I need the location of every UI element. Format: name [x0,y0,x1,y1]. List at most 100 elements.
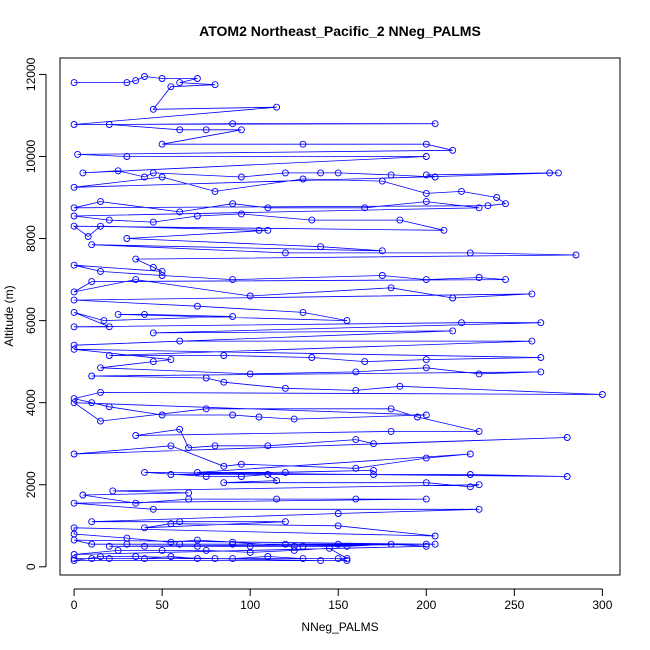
data-point [141,310,148,318]
data-point [229,276,237,284]
data-point [361,358,369,366]
data-point [475,274,483,281]
data-point [422,189,430,197]
data-point [123,540,131,548]
data-point [193,542,201,550]
data-point [141,173,148,181]
data-point [132,77,140,85]
data-point [387,284,395,292]
data-point [502,200,509,208]
data-point [537,319,545,327]
data-point [88,278,96,286]
data-point [70,212,78,220]
data-point [325,544,333,552]
data-point [246,292,254,300]
data-point [317,243,325,251]
data-point [229,200,237,208]
data-point [220,352,228,359]
data-point [70,555,78,563]
data-point [466,471,474,478]
data-point [273,103,281,111]
data-point [466,249,474,257]
data-point [484,202,492,210]
data-point [352,464,360,472]
data-point [246,370,254,378]
data-point [141,524,148,532]
data-point [97,267,104,275]
data-point [334,555,342,563]
data-point [220,378,228,386]
data-point [422,411,430,419]
data-point [237,210,245,218]
y-tick-label: 10000 [24,139,38,173]
data-point [84,233,92,240]
data-point [422,140,430,148]
data-point [176,337,184,345]
data-point [414,413,421,421]
data-point [378,272,386,279]
data-point [229,411,237,419]
data-point [88,372,96,380]
data-point [502,276,509,284]
data-point [387,427,395,435]
data-point [343,555,351,563]
data-point [176,425,184,433]
data-point [308,354,316,361]
data-point [158,173,166,181]
data-point [193,468,201,476]
data-point [176,79,184,87]
data-point [229,538,237,546]
data-point [141,468,148,476]
data-point [70,341,78,349]
data-point [114,310,122,318]
data-point [352,495,360,503]
data-point [167,553,175,560]
data-point [167,83,175,91]
data-point [237,460,245,468]
data-point [554,169,562,177]
data-point [114,546,122,554]
data-point [74,150,82,158]
data-point [237,173,245,181]
data-point [97,222,104,230]
y-tick-label: 2000 [24,471,38,498]
data-point [70,261,78,269]
data-point [79,491,87,499]
data-point [449,146,457,154]
data-point [176,208,184,216]
y-axis-label: Altitude (m) [2,285,16,346]
data-point [70,345,78,353]
data-point [167,356,175,364]
data-point [70,395,78,403]
data-point [431,120,439,128]
data-point [123,235,131,242]
data-point [88,555,96,563]
y-axis: 0 2000 4000 6000 8000 10000 12000 [24,57,47,570]
data-point [458,187,465,195]
data-point [132,432,140,439]
data-point [387,540,395,548]
data-point [422,540,430,548]
data-point [149,329,157,337]
data-point [158,267,166,275]
y-tick-label: 6000 [24,307,38,334]
data-point [422,479,430,487]
data-point [528,337,536,345]
data-point [88,241,96,249]
data-point [370,466,377,474]
data-point [193,212,201,220]
data-point [70,557,78,565]
data-point [431,532,439,540]
data-point [97,364,104,372]
data-point [299,555,307,563]
data-point [299,542,307,550]
data-point [334,510,342,517]
data-point [422,356,430,364]
data-point [264,471,272,478]
data-point [255,226,263,234]
data-point [167,442,175,450]
x-tick-label: 300 [592,598,612,612]
data-point [97,388,104,396]
data-point [158,140,166,148]
data-point [70,499,78,507]
